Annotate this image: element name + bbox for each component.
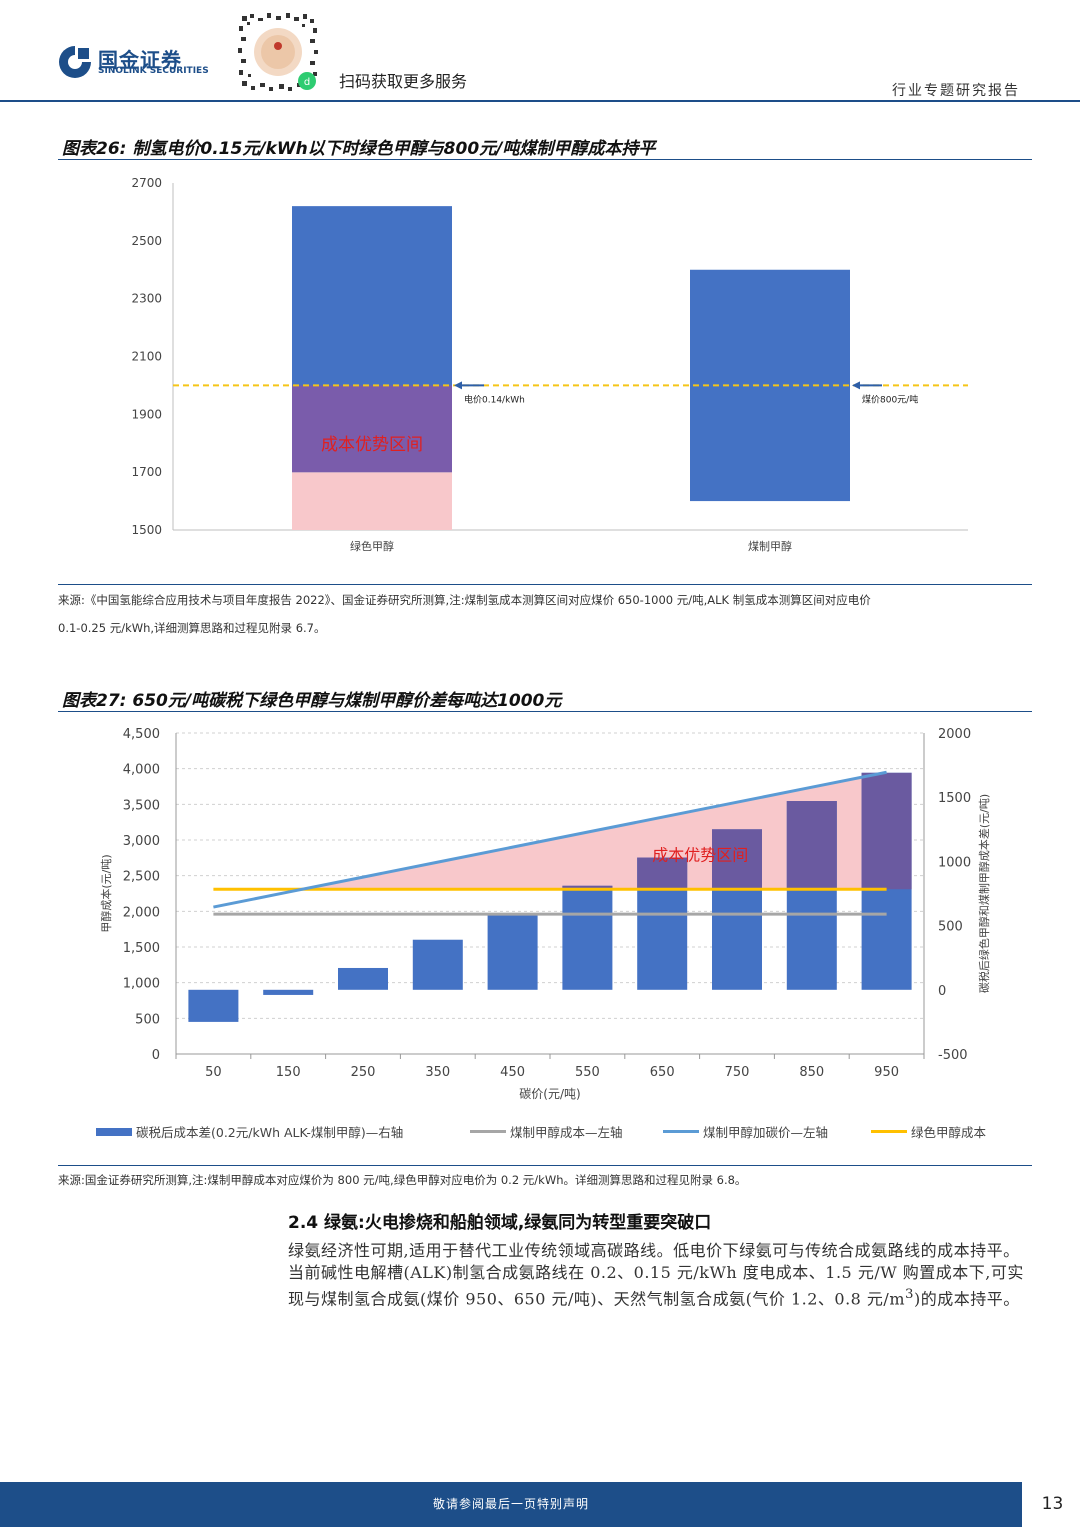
- advantage-zone-label: 成本优势区间: [652, 845, 748, 864]
- y-tick-label: 2700: [131, 176, 162, 190]
- y-right-tick-label: -500: [938, 1048, 968, 1063]
- figure26-title-rule: [58, 159, 1032, 160]
- bar-cost-diff: [263, 989, 314, 995]
- footer-notice: 敬请参阅最后一页特别声明: [432, 1497, 589, 1511]
- y-left-tick-label: 4,500: [123, 727, 160, 742]
- x-tick-label: 50: [205, 1065, 222, 1080]
- x-tick-label: 煤制甲醇: [748, 539, 792, 553]
- y-left-axis-title: 甲醇成本(元/吨): [99, 854, 113, 932]
- figure27-legend: 碳税后成本差(0.2元/kWh ALK-煤制甲醇)—右轴 煤制甲醇成本—左轴 煤…: [96, 1122, 1036, 1142]
- header-divider: [0, 100, 1080, 102]
- legend-label: 碳税后成本差(0.2元/kWh ALK-煤制甲醇)—右轴: [136, 1125, 404, 1140]
- legend-item-green-cost: 绿色甲醇成本: [871, 1122, 986, 1141]
- bar-overlap-zone: [712, 829, 762, 890]
- annotation-label: 煤价800元/吨: [862, 393, 918, 405]
- y-right-tick-label: 0: [938, 984, 946, 999]
- footer-bar: [0, 1482, 1022, 1527]
- bar-cost-diff: [412, 939, 463, 990]
- y-tick-label: 2300: [131, 292, 162, 306]
- y-left-tick-label: 3,000: [123, 834, 160, 849]
- logo-chinese-name: 国金证券: [98, 48, 182, 72]
- advantage-zone-label: 成本优势区间: [321, 435, 423, 455]
- line-coal-plus-carbon: [213, 770, 887, 909]
- y-tick-label: 1900: [131, 407, 162, 421]
- y-left-tick-label: 3,500: [123, 798, 160, 813]
- y-left-tick-label: 1,500: [123, 941, 160, 956]
- advantage-zone: [292, 385, 452, 473]
- logo-english-name: SINOLINK SECURITIES: [98, 66, 209, 76]
- legend-swatch-bar: [96, 1127, 132, 1136]
- legend-swatch-line: [871, 1130, 907, 1133]
- svg-text:d: d: [304, 77, 310, 88]
- x-tick-label: 350: [425, 1065, 450, 1080]
- bar-overlap-zone: [637, 857, 688, 890]
- annotation-arrow-head: [852, 381, 860, 390]
- figure27-source: 来源:国金证券研究所测算,注:煤制甲醇成本对应煤价为 800 元/吨,绿色甲醇对…: [58, 1173, 747, 1187]
- y-right-tick-label: 2000: [938, 727, 971, 742]
- legend-label: 煤制甲醇加碳价—左轴: [703, 1125, 829, 1140]
- figure27-chart: 成本优势区间05001,0001,5002,0002,5003,0003,500…: [99, 727, 991, 1101]
- sinolink-logo-icon: [59, 45, 92, 78]
- figure27-source-rule: [58, 1165, 1032, 1166]
- y-right-tick-label: 500: [938, 920, 963, 935]
- bar-cost-diff: [188, 989, 239, 1022]
- y-right-axis-title: 碳税后绿色甲醇和煤制甲醇成本差(元/吨): [977, 794, 991, 993]
- legend-item-cost-diff: 碳税后成本差(0.2元/kWh ALK-煤制甲醇)—右轴: [96, 1122, 403, 1141]
- bar-cost-diff: [487, 914, 538, 990]
- y-left-tick-label: 4,000: [123, 763, 160, 778]
- bar-overlap-zone: [861, 772, 912, 890]
- bar-cost-diff: [338, 967, 388, 990]
- figure26-source-line2: 0.1-0.25 元/kWh,详细测算思路和过程见附录 6.7。: [58, 621, 326, 635]
- legend-swatch-line: [470, 1130, 506, 1133]
- y-left-tick-label: 1,000: [123, 977, 160, 992]
- bar-overlap-zone: [562, 885, 613, 890]
- figure27-title-rule: [58, 711, 1032, 712]
- x-axis-title: 碳价(元/吨): [519, 1087, 580, 1101]
- y-right-tick-label: 1000: [938, 855, 971, 870]
- x-tick-label: 550: [575, 1065, 600, 1080]
- legend-item-coal-cost: 煤制甲醇成本—左轴: [470, 1122, 623, 1141]
- bar-cost-diff: [562, 885, 613, 990]
- x-tick-label: 850: [799, 1065, 824, 1080]
- y-tick-label: 2500: [131, 234, 162, 248]
- y-tick-label: 1500: [131, 523, 162, 537]
- report-type-label: 行业专题研究报告: [892, 83, 1020, 99]
- section-paragraph: 绿氨经济性可期,适用于替代工业传统领域高碳路线。低电价下绿氨可与传统合成氨路线的…: [288, 1241, 1024, 1309]
- qr-caption: 扫码获取更多服务: [339, 72, 468, 91]
- x-tick-label: 450: [500, 1065, 525, 1080]
- figure26-source-line1: 来源:《中国氢能综合应用技术与项目年度报告 2022》、国金证券研究所测算,注:…: [58, 593, 871, 607]
- figure27-title: 图表27: 650元/吨碳税下绿色甲醇与煤制甲醇价差每吨达1000元: [62, 691, 562, 711]
- y-left-tick-label: 0: [152, 1048, 160, 1063]
- x-tick-label: 750: [725, 1065, 750, 1080]
- legend-label: 煤制甲醇成本—左轴: [510, 1125, 623, 1140]
- legend-label: 绿色甲醇成本: [911, 1125, 987, 1140]
- legend-swatch-line: [663, 1130, 699, 1133]
- section-title: 2.4 绿氨:火电掺烧和船舶领域,绿氨同为转型重要突破口: [288, 1213, 712, 1233]
- x-tick-label: 950: [874, 1065, 899, 1080]
- legend-item-coal-plus-carbon: 煤制甲醇加碳价—左轴: [663, 1122, 828, 1141]
- y-left-tick-label: 2,500: [123, 870, 160, 885]
- y-tick-label: 2100: [131, 350, 162, 364]
- x-tick-label: 150: [276, 1065, 301, 1080]
- y-left-tick-label: 2,000: [123, 905, 160, 920]
- qr-code-icon[interactable]: d: [236, 10, 320, 94]
- annotation-arrow-head: [454, 381, 462, 390]
- y-left-tick-label: 500: [135, 1012, 160, 1027]
- pink-zone: [292, 472, 452, 530]
- x-tick-label: 250: [351, 1065, 376, 1080]
- x-tick-label: 650: [650, 1065, 675, 1080]
- annotation-label: 电价0.14/kWh: [464, 393, 525, 405]
- bar-overlap-zone: [786, 801, 837, 890]
- page-number: 13: [1041, 1494, 1064, 1514]
- figure26-title: 图表26: 制氢电价0.15元/kWh以下时绿色甲醇与800元/吨煤制甲醇成本持…: [62, 139, 656, 159]
- x-tick-label: 绿色甲醇: [350, 539, 394, 553]
- figure26-chart: 1500 1700 1900 2100 2300 2500 2700 绿色甲醇 煤制甲醇 成本优势…: [131, 176, 968, 553]
- y-tick-label: 1700: [131, 465, 162, 479]
- y-right-tick-label: 1500: [938, 791, 971, 806]
- figure26-source-rule: [58, 584, 1032, 585]
